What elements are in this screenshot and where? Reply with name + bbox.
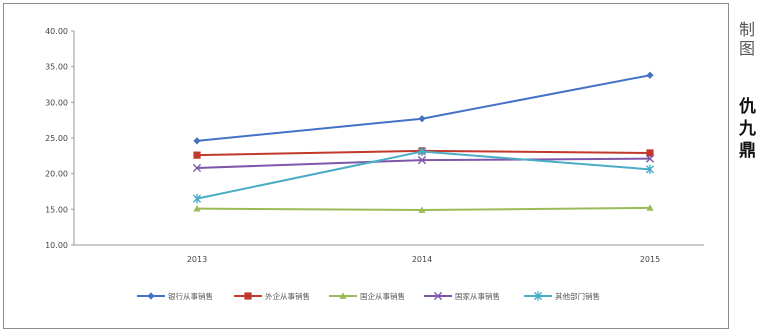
data-point-marker — [193, 151, 201, 159]
data-point-marker — [646, 71, 654, 79]
legend-label: 国家从事销售 — [455, 291, 500, 301]
series-3 — [193, 204, 654, 213]
y-tick-label: 25.00 — [45, 134, 68, 143]
legend-item: 国家从事销售 — [424, 291, 500, 301]
series-5 — [192, 146, 655, 204]
data-point-marker — [433, 291, 443, 301]
x-tick-label: 2015 — [640, 255, 660, 264]
y-tick-label: 30.00 — [45, 98, 68, 107]
x-tick-label: 2014 — [412, 255, 432, 264]
data-point-marker — [533, 291, 543, 301]
y-tick-label: 15.00 — [45, 205, 68, 214]
line-chart: 40.00 35.00 30.00 25.00 20.00 15.00 10.00 2013 2… — [45, 27, 704, 301]
y-tick-label: 10.00 — [45, 241, 68, 250]
data-point-marker — [192, 163, 202, 173]
data-point-marker — [147, 292, 155, 300]
data-point-marker — [645, 164, 655, 174]
legend-label: 国企从事销售 — [360, 291, 405, 301]
data-point-marker — [645, 154, 655, 163]
chart-author-name: 仇九鼎 — [739, 97, 756, 161]
data-point-marker — [646, 149, 654, 157]
data-point-marker — [417, 156, 427, 165]
y-tick-label: 35.00 — [45, 63, 68, 72]
y-tick-label: 40.00 — [45, 27, 68, 36]
legend-label: 外企从事销售 — [265, 291, 310, 301]
data-point-marker — [192, 194, 202, 204]
legend-item: 银行从事销售 — [137, 291, 213, 301]
data-point-marker — [244, 292, 252, 300]
data-point-marker — [193, 205, 201, 212]
data-point-marker — [339, 292, 347, 299]
series-line — [196, 74, 651, 142]
legend-label: 银行从事销售 — [168, 291, 213, 301]
legend-item: 国企从事销售 — [329, 291, 405, 301]
chart-frame: 40.00 35.00 30.00 25.00 20.00 15.00 10.00 2013 2… — [3, 3, 729, 329]
legend-label: 其他部门销售 — [555, 291, 600, 301]
series-1 — [193, 71, 654, 145]
data-point-marker — [418, 115, 426, 123]
legend-item: 外企从事销售 — [234, 291, 310, 301]
data-point-marker — [193, 137, 201, 145]
chart-credit-label: 制图 — [739, 20, 756, 58]
series-4 — [192, 154, 655, 173]
data-point-marker — [646, 204, 654, 211]
data-point-marker — [418, 206, 426, 213]
data-point-marker — [417, 146, 427, 157]
y-tick-label: 20.00 — [45, 170, 68, 179]
legend-item: 其他部门销售 — [524, 291, 600, 301]
x-tick-label: 2013 — [187, 255, 207, 264]
